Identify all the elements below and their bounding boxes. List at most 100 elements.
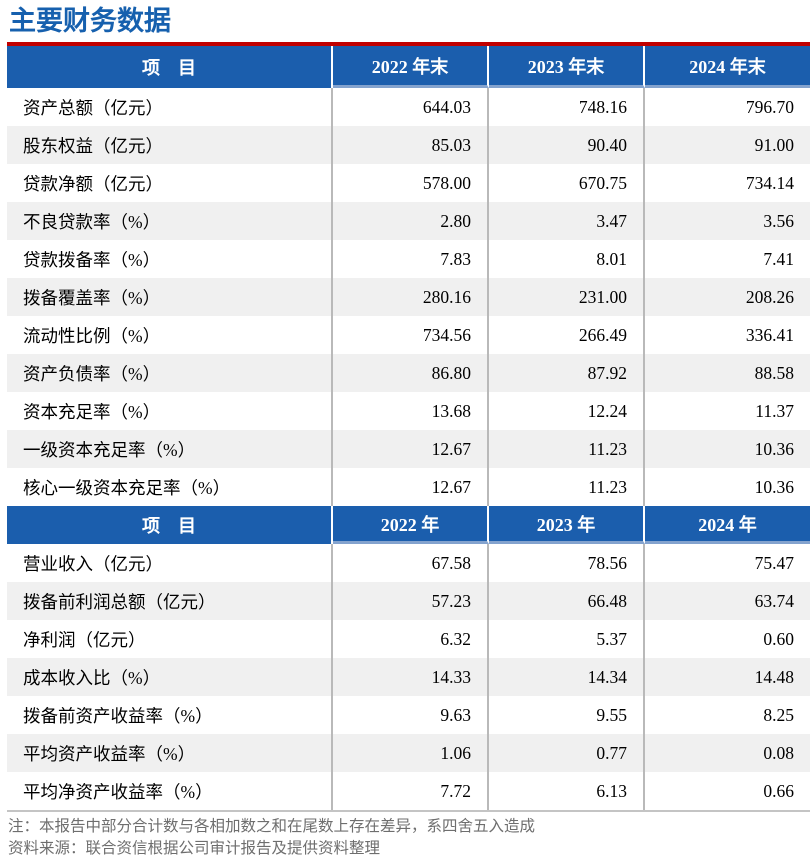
value-cell-2022: 578.00 xyxy=(333,164,489,202)
table-row-pre-provision-roa: 拨备前资产收益率（%） 9.63 9.55 8.25 xyxy=(7,696,810,734)
table-row-shareholder-equity: 股东权益（亿元） 85.03 90.40 91.00 xyxy=(7,126,810,164)
value-cell-2023: 66.48 xyxy=(489,582,645,620)
value-cell-2024: 8.25 xyxy=(763,704,794,725)
value-cell-2023: 78.56 xyxy=(489,544,645,582)
value-cell-2022: 644.03 xyxy=(333,88,489,126)
value-cell-2023: 8.01 xyxy=(489,240,645,278)
value-cell-2023: 3.47 xyxy=(489,202,645,240)
value-cell-2022: 86.80 xyxy=(333,354,489,392)
value-cell-2023: 12.24 xyxy=(489,392,645,430)
value-cell-2024: 91.00 xyxy=(754,134,794,155)
table2-header-2023: 2023 年 xyxy=(489,506,645,544)
table2-header-2024: 2024 年 xyxy=(645,506,810,544)
row-label: 流动性比例（%） xyxy=(7,316,333,354)
value-cell-2022: 2.80 xyxy=(333,202,489,240)
value-cell-2024: 208.26 xyxy=(745,286,794,307)
row-label: 一级资本充足率（%） xyxy=(7,430,333,468)
table1-header-row: 项 目 2022 年末 2023 年末 2024 年末 xyxy=(7,46,810,88)
row-label: 贷款拨备率（%） xyxy=(7,240,333,278)
table1-header-item: 项 目 xyxy=(7,46,333,88)
row-label: 拨备前利润总额（亿元） xyxy=(7,582,333,620)
table-row-loan-provision-ratio: 贷款拨备率（%） 7.83 8.01 7.41 xyxy=(7,240,810,278)
value-cell-2023: 11.23 xyxy=(489,468,645,506)
value-cell-2024: 10.36 xyxy=(754,438,794,459)
table-bottom-rule xyxy=(7,810,810,812)
footnotes: 注：本报告中部分合计数与各相加数之和在尾数上存在差异，系四舍五入造成 资料来源：… xyxy=(8,816,812,858)
value-cell-2024: 14.48 xyxy=(754,666,794,687)
row-label: 资产负债率（%） xyxy=(7,354,333,392)
table-row-npl-ratio: 不良贷款率（%） 2.80 3.47 3.56 xyxy=(7,202,810,240)
value-cell-2022: 7.83 xyxy=(333,240,489,278)
value-cell-2023: 87.92 xyxy=(489,354,645,392)
value-cell-2022: 6.32 xyxy=(333,620,489,658)
page-title: 主要财务数据 xyxy=(9,6,171,36)
table-row-total-assets: 资产总额（亿元） 644.03 748.16 796.70 xyxy=(7,88,810,126)
row-label: 资本充足率（%） xyxy=(7,392,333,430)
table-row-cost-income-ratio: 成本收入比（%） 14.33 14.34 14.48 xyxy=(7,658,810,696)
value-cell-2024: 88.58 xyxy=(754,362,794,383)
row-label: 贷款净额（亿元） xyxy=(7,164,333,202)
value-cell-2022: 12.67 xyxy=(333,430,489,468)
table-row-asset-liability-ratio: 资产负债率（%） 86.80 87.92 88.58 xyxy=(7,354,810,392)
table-row-average-roa: 平均资产收益率（%） 1.06 0.77 0.08 xyxy=(7,734,810,772)
value-cell-2022: 1.06 xyxy=(333,734,489,772)
value-cell-2023: 231.00 xyxy=(489,278,645,316)
table-row-pre-provision-profit: 拨备前利润总额（亿元） 57.23 66.48 63.74 xyxy=(7,582,810,620)
table-row-net-profit: 净利润（亿元） 6.32 5.37 0.60 xyxy=(7,620,810,658)
row-label: 平均净资产收益率（%） xyxy=(7,772,333,810)
value-cell-2024: 0.60 xyxy=(763,628,794,649)
value-cell-2022: 67.58 xyxy=(333,544,489,582)
value-cell-2023: 11.23 xyxy=(489,430,645,468)
value-cell-2024: 734.14 xyxy=(745,172,794,193)
value-cell-2023: 90.40 xyxy=(489,126,645,164)
table-row-tier1-capital-adequacy: 一级资本充足率（%） 12.67 11.23 10.36 xyxy=(7,430,810,468)
value-cell-2023: 5.37 xyxy=(489,620,645,658)
table-row-core-tier1-capital-adequacy: 核心一级资本充足率（%） 12.67 11.23 10.36 xyxy=(7,468,810,506)
value-cell-2024: 336.41 xyxy=(745,324,794,345)
row-label: 营业收入（亿元） xyxy=(7,544,333,582)
row-label: 拨备覆盖率（%） xyxy=(7,278,333,316)
value-cell-2023: 9.55 xyxy=(489,696,645,734)
table-annual-indicators: 项 目 2022 年 2023 年 2024 年 营业收入（亿元） 67.58 … xyxy=(7,506,810,810)
row-label: 成本收入比（%） xyxy=(7,658,333,696)
row-label: 拨备前资产收益率（%） xyxy=(7,696,333,734)
value-cell-2024: 10.36 xyxy=(754,476,794,497)
table-row-provision-coverage: 拨备覆盖率（%） 280.16 231.00 208.26 xyxy=(7,278,810,316)
value-cell-2024: 11.37 xyxy=(755,400,794,421)
footnote-rounding: 注：本报告中部分合计数与各相加数之和在尾数上存在差异，系四舍五入造成 xyxy=(8,818,536,835)
value-cell-2022: 13.68 xyxy=(333,392,489,430)
table-row-net-loans: 贷款净额（亿元） 578.00 670.75 734.14 xyxy=(7,164,810,202)
title-rule xyxy=(7,42,810,46)
value-cell-2023: 266.49 xyxy=(489,316,645,354)
value-cell-2022: 57.23 xyxy=(333,582,489,620)
table-year-end-indicators: 项 目 2022 年末 2023 年末 2024 年末 资产总额（亿元） 644… xyxy=(7,46,810,506)
table-row-liquidity-ratio: 流动性比例（%） 734.56 266.49 336.41 xyxy=(7,316,810,354)
value-cell-2022: 12.67 xyxy=(333,468,489,506)
table-row-operating-revenue: 营业收入（亿元） 67.58 78.56 75.47 xyxy=(7,544,810,582)
table1-header-2022-end: 2022 年末 xyxy=(333,46,489,88)
value-cell-2023: 748.16 xyxy=(489,88,645,126)
value-cell-2022: 85.03 xyxy=(333,126,489,164)
value-cell-2024: 0.08 xyxy=(763,742,794,763)
table2-header-item: 项 目 xyxy=(7,506,333,544)
value-cell-2022: 9.63 xyxy=(333,696,489,734)
value-cell-2024: 3.56 xyxy=(763,210,794,231)
table1-header-2023-end: 2023 年末 xyxy=(489,46,645,88)
footnote-source: 资料来源：联合资信根据公司审计报告及提供资料整理 xyxy=(8,840,381,857)
table2-header-2022: 2022 年 xyxy=(333,506,489,544)
row-label: 核心一级资本充足率（%） xyxy=(7,468,333,506)
value-cell-2024: 7.41 xyxy=(763,248,794,269)
value-cell-2022: 734.56 xyxy=(333,316,489,354)
row-label: 股东权益（亿元） xyxy=(7,126,333,164)
value-cell-2024: 0.66 xyxy=(763,780,794,801)
value-cell-2022: 7.72 xyxy=(333,772,489,810)
row-label: 不良贷款率（%） xyxy=(7,202,333,240)
table-row-capital-adequacy: 资本充足率（%） 13.68 12.24 11.37 xyxy=(7,392,810,430)
value-cell-2023: 0.77 xyxy=(489,734,645,772)
table1-header-2024-end: 2024 年末 xyxy=(645,46,810,88)
row-label: 净利润（亿元） xyxy=(7,620,333,658)
row-label: 资产总额（亿元） xyxy=(7,88,333,126)
value-cell-2024: 796.70 xyxy=(745,96,794,117)
value-cell-2022: 280.16 xyxy=(333,278,489,316)
